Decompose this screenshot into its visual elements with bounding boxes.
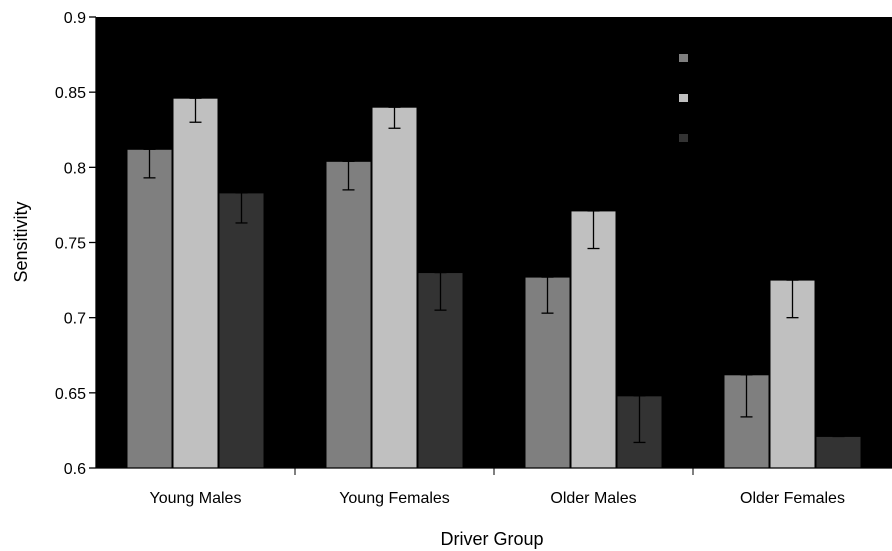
legend bbox=[679, 54, 688, 142]
y-tick-label: 0.9 bbox=[64, 10, 86, 27]
bar bbox=[172, 97, 219, 469]
x-tick-label: Older Females bbox=[740, 490, 845, 507]
x-axis-title: Driver Group bbox=[440, 529, 543, 549]
legend-swatch bbox=[679, 54, 688, 62]
bar bbox=[325, 160, 372, 469]
y-tick-label: 0.7 bbox=[64, 311, 86, 328]
legend-swatch bbox=[679, 134, 688, 142]
legend-swatch bbox=[679, 94, 688, 102]
axes: Young Males Young Females Older Males Older… bbox=[55, 10, 892, 507]
y-axis-title: Sensitivity bbox=[11, 201, 31, 282]
bar bbox=[371, 106, 418, 469]
y-tick-label: 0.65 bbox=[55, 386, 86, 403]
y-tick-label: 0.6 bbox=[64, 461, 86, 478]
bar bbox=[815, 435, 862, 469]
y-tick-label: 0.75 bbox=[55, 236, 86, 253]
bar bbox=[218, 192, 265, 469]
y-tick-label: 0.85 bbox=[55, 85, 86, 102]
error-bars bbox=[143, 97, 845, 444]
y-tick-label: 0.8 bbox=[64, 160, 86, 177]
bar bbox=[126, 148, 173, 469]
bar bbox=[570, 210, 617, 469]
x-tick-label: Older Males bbox=[550, 490, 636, 507]
x-tick-label: Young Females bbox=[339, 490, 450, 507]
x-tick-label: Young Males bbox=[150, 490, 242, 507]
